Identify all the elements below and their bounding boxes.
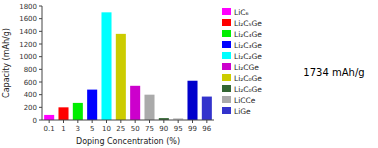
legend-swatch	[222, 63, 231, 70]
x-tick-label: 3	[76, 125, 80, 133]
x-tick-label: 10	[102, 125, 111, 133]
legend-label: Li₂CGe	[234, 63, 259, 72]
y-tick-label: 1400	[19, 28, 37, 36]
legend: LiC₆ Li₂C₅Ge Li₂C₄Ge Li₂C₃Ge Li₂C₂Ge Li₂CGe Li…	[222, 8, 262, 116]
y-tick	[39, 6, 42, 7]
y-tick	[39, 31, 42, 32]
y-tick-label: 1200	[19, 41, 37, 49]
x-tick-label: 5	[90, 125, 94, 133]
bar	[87, 90, 97, 120]
x-tick	[135, 120, 136, 123]
legend-label: Li₂C₀Ge	[234, 85, 262, 94]
x-tick	[120, 120, 121, 123]
x-tick	[178, 120, 179, 123]
x-tick-label: 50	[131, 125, 140, 133]
x-axis	[42, 120, 214, 121]
y-tick	[39, 69, 42, 70]
y-tick-label: 600	[24, 79, 37, 87]
legend-swatch	[222, 19, 231, 26]
legend-swatch	[222, 85, 231, 92]
chart: 0200400600800100012001400160018000.11351…	[0, 0, 378, 148]
x-tick	[63, 120, 64, 123]
legend-label: Li₂C₃Ge	[234, 41, 262, 50]
legend-label: LiCCe	[234, 96, 256, 105]
legend-swatch	[222, 107, 231, 114]
y-tick-label: 400	[24, 91, 37, 99]
bars	[44, 12, 212, 120]
x-tick	[192, 120, 193, 123]
legend-label: Li₂C₂Ge	[234, 52, 262, 61]
bar	[116, 34, 126, 120]
x-tick	[163, 120, 164, 123]
y-axis-label: Capacity (mAh/g)	[2, 28, 11, 98]
legend-swatch	[222, 41, 231, 48]
x-tick	[206, 120, 207, 123]
y-tick	[39, 18, 42, 19]
x-tick	[92, 120, 93, 123]
bar	[44, 115, 54, 120]
legend-swatch	[222, 30, 231, 37]
legend-label: Li₂C₀Ge	[234, 74, 262, 83]
x-tick	[49, 120, 50, 123]
y-tick-label: 0	[33, 117, 37, 125]
x-tick-label: 0.1	[44, 125, 55, 133]
bar	[73, 103, 83, 120]
x-tick-label: 90	[159, 125, 168, 133]
x-tick-label: 25	[116, 125, 125, 133]
legend-swatch	[222, 52, 231, 59]
bar	[202, 97, 212, 120]
legend-label: Li₂C₅Ge	[234, 19, 262, 28]
bar	[144, 95, 154, 120]
legend-swatch	[222, 96, 231, 103]
x-tick	[77, 120, 78, 123]
legend-swatch	[222, 74, 231, 81]
legend-label: LiC₆	[234, 8, 249, 17]
bar	[187, 81, 197, 120]
y-tick-label: 1800	[19, 3, 37, 11]
y-tick-label: 1000	[19, 53, 37, 61]
y-tick	[39, 44, 42, 45]
x-tick-label: 95	[174, 125, 183, 133]
x-tick-label: 99	[188, 125, 197, 133]
y-tick	[39, 56, 42, 57]
x-axis-label: Doping Concentration (%)	[76, 137, 180, 146]
x-tick-label: 96	[202, 125, 211, 133]
bar	[58, 107, 68, 120]
y-axis	[42, 6, 43, 120]
y-tick	[39, 107, 42, 108]
y-tick	[39, 82, 42, 83]
y-tick	[39, 94, 42, 95]
x-tick-label: 1	[61, 125, 65, 133]
legend-label: LiGe	[234, 107, 251, 116]
x-tick	[149, 120, 150, 123]
y-tick-label: 800	[24, 66, 37, 74]
x-tick	[106, 120, 107, 123]
annotation: 1734 mAh/g	[303, 67, 364, 78]
legend-label: Li₂C₄Ge	[234, 30, 262, 39]
y-tick-label: 200	[24, 104, 37, 112]
y-tick-label: 1600	[19, 15, 37, 23]
legend-swatch	[222, 8, 231, 15]
bar	[130, 86, 140, 120]
x-tick-label: 75	[145, 125, 154, 133]
y-tick	[39, 120, 42, 121]
bar	[101, 12, 111, 120]
